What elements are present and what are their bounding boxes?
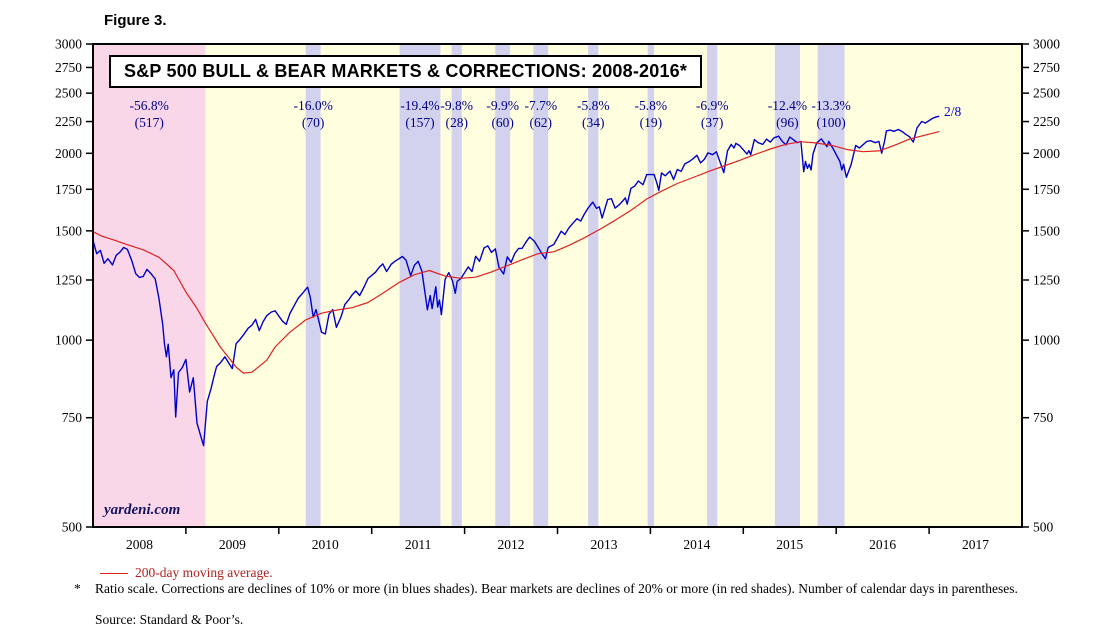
sp500-price-line bbox=[92, 115, 940, 447]
footnote-asterisk: * bbox=[74, 581, 81, 596]
watermark: yardeni.com bbox=[104, 502, 181, 518]
x-axis-label: 2013 bbox=[590, 537, 617, 552]
y-axis-label-right: 500 bbox=[1033, 520, 1054, 535]
legend: 200-day moving average. bbox=[100, 565, 273, 581]
x-axis-label: 2009 bbox=[219, 537, 246, 552]
chart-title: S&P 500 BULL & BEAR MARKETS & CORRECTION… bbox=[124, 61, 688, 81]
y-axis-label-right: 1000 bbox=[1033, 333, 1060, 348]
correction-band bbox=[495, 44, 511, 527]
latest-value-date-label: 2/8 bbox=[944, 104, 962, 119]
y-axis-label-right: 3000 bbox=[1033, 37, 1060, 52]
decline-days-label: (37) bbox=[701, 115, 724, 130]
y-axis-label-left: 3000 bbox=[55, 37, 82, 52]
decline-days-label: (19) bbox=[640, 115, 663, 130]
x-axis-label: 2014 bbox=[683, 537, 710, 552]
plot-background bbox=[93, 44, 1022, 527]
x-axis-label: 2008 bbox=[126, 537, 153, 552]
decline-days-label: (34) bbox=[582, 115, 605, 130]
decline-days-label: (100) bbox=[816, 115, 845, 130]
y-axis-label-left: 1750 bbox=[55, 182, 82, 197]
decline-percent-label: -56.8% bbox=[130, 98, 169, 113]
x-axis-label: 2011 bbox=[405, 537, 432, 552]
decline-days-label: (157) bbox=[405, 115, 434, 130]
y-axis-label-left: 2000 bbox=[55, 146, 82, 161]
correction-band bbox=[399, 44, 441, 527]
y-axis-label-right: 1500 bbox=[1033, 223, 1060, 238]
source-note: Source: Standard & Poor’s. bbox=[95, 612, 244, 627]
bear-market-band bbox=[93, 44, 206, 527]
y-axis-label-right: 2250 bbox=[1033, 114, 1060, 129]
decline-days-label: (517) bbox=[135, 115, 164, 130]
y-axis-label-right: 2000 bbox=[1033, 146, 1060, 161]
decline-percent-label: -12.4% bbox=[768, 98, 807, 113]
moving-average-line bbox=[92, 131, 940, 374]
decline-percent-label: -5.8% bbox=[577, 98, 610, 113]
correction-band bbox=[647, 44, 655, 527]
footnote: Ratio scale. Corrections are declines of… bbox=[95, 581, 1018, 596]
decline-days-label: (28) bbox=[445, 115, 468, 130]
correction-band bbox=[774, 44, 800, 527]
decline-days-label: (60) bbox=[491, 115, 514, 130]
decline-days-label: (96) bbox=[776, 115, 799, 130]
decline-days-label: (70) bbox=[302, 115, 325, 130]
y-axis-label-right: 1750 bbox=[1033, 182, 1060, 197]
x-axis-label: 2010 bbox=[312, 537, 339, 552]
x-axis-label: 2017 bbox=[962, 537, 989, 552]
x-axis-label: 2012 bbox=[498, 537, 525, 552]
y-axis-label-left: 1000 bbox=[55, 333, 82, 348]
decline-percent-label: -9.8% bbox=[440, 98, 473, 113]
decline-percent-label: -19.4% bbox=[400, 98, 439, 113]
decline-percent-label: -5.8% bbox=[635, 98, 668, 113]
correction-band bbox=[817, 44, 845, 527]
x-axis-label: 2015 bbox=[776, 537, 803, 552]
decline-percent-label: -6.9% bbox=[696, 98, 729, 113]
y-axis-label-right: 750 bbox=[1033, 410, 1054, 425]
y-axis-label-right: 2750 bbox=[1033, 60, 1060, 75]
x-axis-label: 2016 bbox=[869, 537, 896, 552]
figure-label: Figure 3. bbox=[104, 12, 167, 29]
y-axis-label-left: 500 bbox=[62, 520, 83, 535]
y-axis-label-right: 2500 bbox=[1033, 86, 1060, 101]
y-axis-label-left: 1500 bbox=[55, 223, 82, 238]
correction-band bbox=[533, 44, 549, 527]
correction-band bbox=[707, 44, 718, 527]
y-axis-label-left: 2750 bbox=[55, 60, 82, 75]
decline-days-label: (62) bbox=[530, 115, 553, 130]
y-axis-label-left: 750 bbox=[62, 410, 83, 425]
chart-title-box: S&P 500 BULL & BEAR MARKETS & CORRECTION… bbox=[109, 55, 703, 88]
correction-band bbox=[588, 44, 599, 527]
decline-percent-label: -13.3% bbox=[811, 98, 850, 113]
y-axis-label-left: 1250 bbox=[55, 272, 82, 287]
decline-percent-label: -7.7% bbox=[524, 98, 557, 113]
y-axis-label-left: 2250 bbox=[55, 114, 82, 129]
legend-label: 200-day moving average. bbox=[135, 565, 273, 580]
y-axis-label-left: 2500 bbox=[55, 86, 82, 101]
correction-band bbox=[305, 44, 321, 527]
decline-percent-label: -9.9% bbox=[486, 98, 519, 113]
y-axis-label-right: 1250 bbox=[1033, 272, 1060, 287]
moving-average-line-swatch bbox=[100, 572, 128, 574]
decline-percent-label: -16.0% bbox=[293, 98, 332, 113]
